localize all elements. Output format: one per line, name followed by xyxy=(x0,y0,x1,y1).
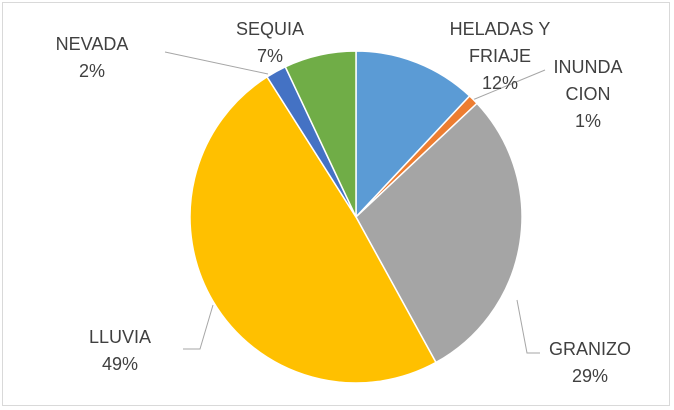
pie-slice xyxy=(355,102,523,364)
leader-line xyxy=(469,69,546,102)
data-label: INUNDACION 1% xyxy=(548,54,628,135)
chart-frame xyxy=(2,2,670,406)
category-label: NEVADA xyxy=(55,34,129,54)
category-label: HELADAS Y FRIAJE xyxy=(449,19,551,66)
leader-line xyxy=(183,304,214,350)
category-label: GRANIZO xyxy=(548,339,631,359)
value-label: 7% xyxy=(256,46,283,66)
category-label: INUNDACION xyxy=(553,57,623,104)
value-label: 49% xyxy=(101,354,139,374)
slices xyxy=(189,50,523,384)
pie-slice xyxy=(284,50,357,218)
pie-slice xyxy=(189,75,437,384)
leader-line xyxy=(516,299,540,354)
data-label: GRANIZO 29% xyxy=(535,336,645,390)
category-label: SEQUIA xyxy=(235,19,305,39)
leader-line xyxy=(164,51,269,75)
data-label: NEVADA 2% xyxy=(40,31,144,85)
value-label: 1% xyxy=(574,111,601,131)
category-label: LLUVIA xyxy=(88,327,152,347)
value-label: 12% xyxy=(481,73,519,93)
data-label: HELADAS Y FRIAJE 12% xyxy=(448,16,552,97)
leader-lines xyxy=(164,51,546,354)
value-label: 29% xyxy=(571,366,609,386)
data-label: SEQUIA 7% xyxy=(224,16,316,70)
value-label: 2% xyxy=(78,61,105,81)
data-label: LLUVIA 49% xyxy=(70,324,170,378)
pie-slice xyxy=(355,50,471,219)
